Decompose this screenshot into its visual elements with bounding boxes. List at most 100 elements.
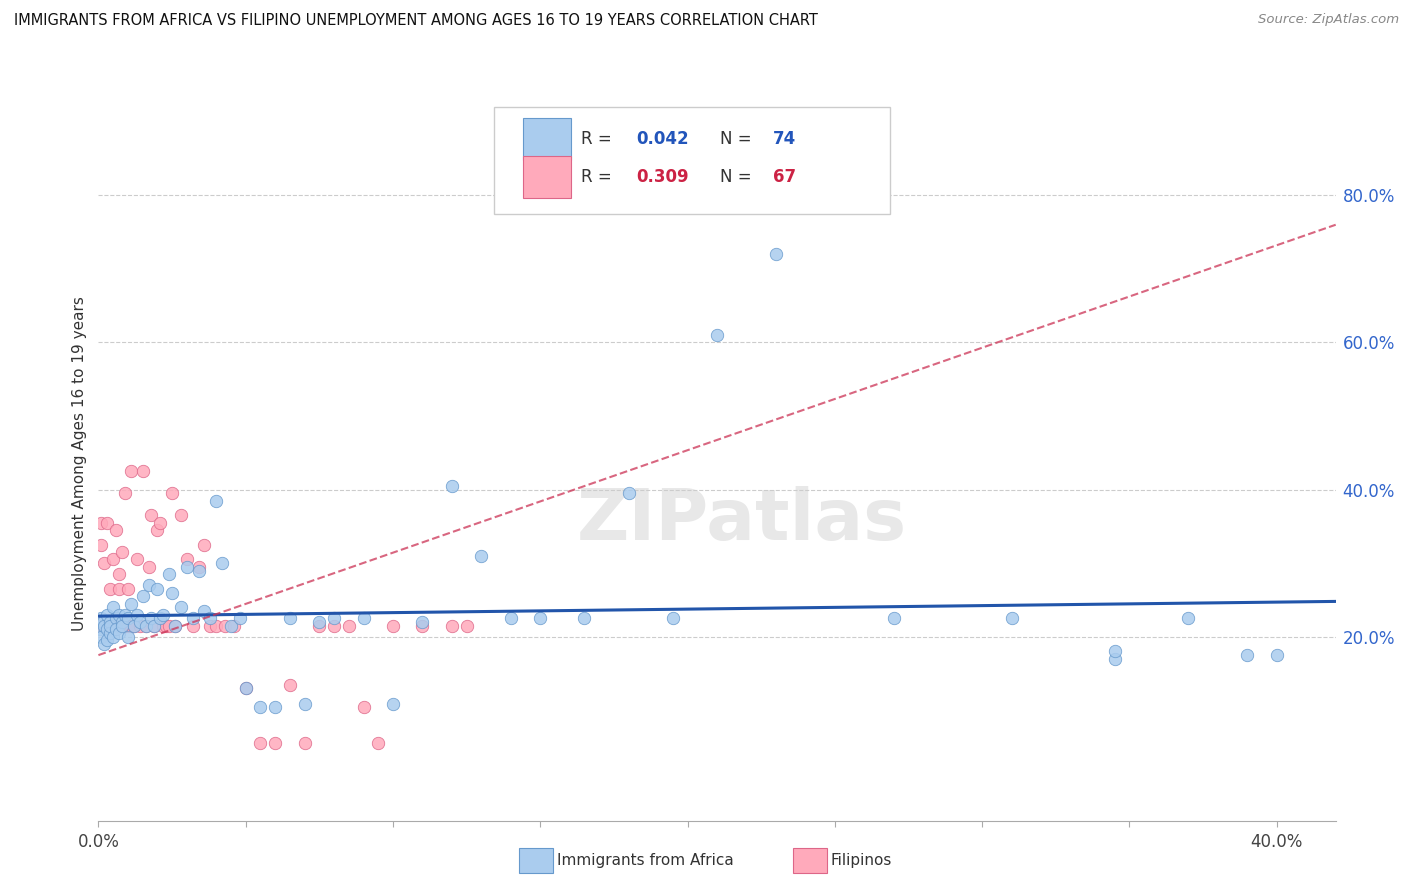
Point bbox=[883, 611, 905, 625]
Point bbox=[187, 564, 209, 578]
Point bbox=[93, 637, 115, 651]
Text: N =: N = bbox=[720, 130, 756, 148]
Point bbox=[440, 479, 463, 493]
Point bbox=[235, 681, 257, 696]
Point bbox=[181, 618, 204, 632]
Point bbox=[98, 618, 121, 632]
Point bbox=[111, 545, 134, 559]
Point bbox=[120, 618, 142, 632]
Point bbox=[323, 611, 346, 625]
Point bbox=[101, 552, 124, 566]
Point bbox=[146, 582, 169, 596]
Point bbox=[264, 699, 287, 714]
Point bbox=[135, 618, 157, 632]
Point bbox=[91, 618, 114, 632]
Point bbox=[205, 618, 228, 632]
Point bbox=[411, 618, 433, 632]
Point bbox=[219, 618, 242, 632]
Point bbox=[90, 611, 112, 625]
Point bbox=[440, 618, 463, 632]
Point bbox=[382, 698, 405, 712]
Point bbox=[181, 611, 204, 625]
Point bbox=[90, 630, 112, 644]
Point bbox=[125, 552, 148, 566]
Text: 67: 67 bbox=[773, 168, 796, 186]
Point bbox=[87, 618, 110, 632]
Point bbox=[117, 611, 139, 625]
Point bbox=[470, 549, 492, 563]
Point bbox=[93, 618, 115, 632]
Point bbox=[323, 618, 346, 632]
Point bbox=[222, 618, 245, 632]
Point bbox=[499, 611, 522, 625]
Point bbox=[146, 523, 169, 537]
Text: R =: R = bbox=[581, 130, 617, 148]
Point bbox=[90, 538, 112, 552]
Point bbox=[122, 618, 145, 632]
Point bbox=[120, 464, 142, 478]
Point bbox=[249, 736, 271, 750]
Point bbox=[337, 618, 360, 632]
Point bbox=[89, 623, 111, 637]
Point bbox=[200, 611, 222, 625]
Point bbox=[1104, 644, 1126, 658]
Point bbox=[128, 615, 150, 629]
Point bbox=[170, 508, 193, 523]
Point bbox=[278, 611, 301, 625]
Point bbox=[111, 615, 134, 629]
Point bbox=[160, 486, 183, 500]
Point bbox=[93, 618, 115, 632]
Point bbox=[176, 559, 198, 574]
Point bbox=[138, 578, 160, 592]
Point bbox=[157, 567, 180, 582]
Point bbox=[149, 516, 172, 530]
Text: IMMIGRANTS FROM AFRICA VS FILIPINO UNEMPLOYMENT AMONG AGES 16 TO 19 YEARS CORREL: IMMIGRANTS FROM AFRICA VS FILIPINO UNEMP… bbox=[14, 13, 818, 29]
Point bbox=[108, 607, 131, 622]
Point bbox=[229, 611, 252, 625]
Point bbox=[367, 736, 389, 750]
Point bbox=[105, 611, 128, 625]
FancyBboxPatch shape bbox=[523, 155, 571, 198]
Point bbox=[117, 630, 139, 644]
Point bbox=[187, 559, 209, 574]
Text: Immigrants from Africa: Immigrants from Africa bbox=[557, 854, 734, 868]
Point bbox=[152, 618, 174, 632]
Point bbox=[170, 600, 193, 615]
Point bbox=[90, 516, 112, 530]
Text: 0.309: 0.309 bbox=[637, 168, 689, 186]
Point bbox=[93, 556, 115, 570]
Point bbox=[193, 538, 215, 552]
Point bbox=[131, 464, 153, 478]
Point bbox=[382, 618, 405, 632]
Point bbox=[308, 615, 330, 629]
Point bbox=[662, 611, 685, 625]
Point bbox=[128, 618, 150, 632]
Point bbox=[149, 611, 172, 625]
Point bbox=[152, 607, 174, 622]
Point bbox=[108, 626, 131, 640]
Point bbox=[456, 618, 478, 632]
Point bbox=[114, 618, 136, 632]
Point bbox=[294, 698, 316, 712]
Point bbox=[155, 618, 177, 632]
Point bbox=[96, 623, 118, 637]
Y-axis label: Unemployment Among Ages 16 to 19 years: Unemployment Among Ages 16 to 19 years bbox=[72, 296, 87, 632]
Text: 0.042: 0.042 bbox=[637, 130, 689, 148]
Point bbox=[617, 486, 640, 500]
Point bbox=[93, 618, 115, 632]
Point bbox=[96, 618, 118, 632]
Point bbox=[574, 611, 596, 625]
Point bbox=[96, 607, 118, 622]
Point bbox=[89, 618, 111, 632]
Point bbox=[529, 611, 551, 625]
Text: Filipinos: Filipinos bbox=[831, 854, 893, 868]
Point bbox=[96, 516, 118, 530]
Point bbox=[294, 736, 316, 750]
Point bbox=[249, 699, 271, 714]
Point bbox=[98, 582, 121, 596]
Point bbox=[101, 618, 124, 632]
Point bbox=[211, 556, 233, 570]
FancyBboxPatch shape bbox=[523, 118, 571, 160]
Point bbox=[163, 618, 186, 632]
Point bbox=[101, 618, 124, 632]
